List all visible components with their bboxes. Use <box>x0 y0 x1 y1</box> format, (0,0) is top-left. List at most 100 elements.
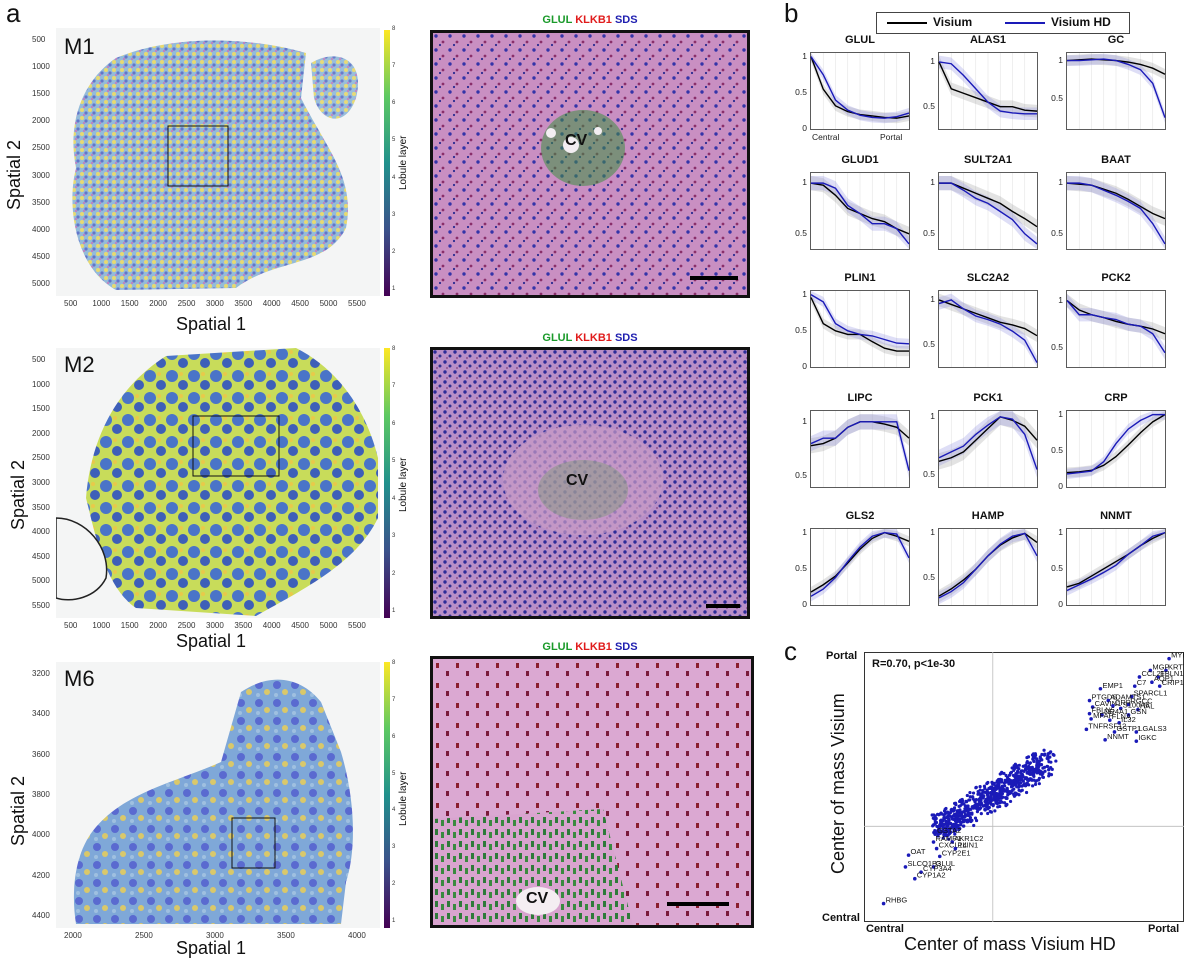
scatter-point-label: KRT7 <box>1168 662 1184 671</box>
scatter-point <box>983 803 987 807</box>
colorbar-tick: 5 <box>392 137 396 144</box>
scatter-labeled-point <box>1100 713 1104 717</box>
scatter-point <box>957 826 961 830</box>
map-xtick: 500 <box>64 299 78 308</box>
gene-ytick: 1 <box>1058 177 1063 188</box>
scatter-point <box>1041 775 1045 779</box>
scatter-point-label: PLIN1 <box>957 841 978 850</box>
scatter-point <box>955 815 959 819</box>
visium_hd-line <box>1066 413 1165 475</box>
scatter-point <box>1000 784 1004 788</box>
scatter-point <box>937 813 941 817</box>
scatter-point <box>975 809 980 814</box>
scatter-point <box>996 792 1000 796</box>
scatter-point <box>1038 755 1042 759</box>
he-legend-sds: SDS <box>614 14 638 26</box>
map-ytick: 5500 <box>32 601 50 610</box>
map-ytick: 4500 <box>32 251 50 261</box>
scatter-point <box>1002 788 1006 792</box>
scatter-point-label: FLNA <box>1112 712 1131 721</box>
scatter-point <box>1037 782 1041 786</box>
scatter-labeled-point <box>1090 705 1095 709</box>
scatter-point <box>961 824 966 828</box>
colorbar-tick: 7 <box>392 63 396 70</box>
scatter-labeled-point <box>1117 721 1121 725</box>
scatter-point <box>957 817 962 821</box>
scatter-point <box>940 822 944 826</box>
visium_hd-line <box>810 421 910 471</box>
he-legend-klkb1: KLKB1 <box>575 332 612 344</box>
gene-ytick: 0.5 <box>795 86 807 97</box>
scatter-point <box>976 789 980 794</box>
scatter-point <box>1010 779 1014 784</box>
scatter-point-label: CCL21 <box>1141 669 1164 678</box>
scatter-point <box>960 797 964 802</box>
scatter-point <box>943 826 948 830</box>
visium_hd-band <box>939 176 1037 249</box>
scatter-point-label: FBLN5 <box>1092 706 1115 715</box>
colorbar-tick: 7 <box>392 696 396 703</box>
gene-plot <box>938 290 1038 368</box>
scatter-point <box>1016 785 1021 789</box>
scatter-point-label: TNFRSF12 <box>1088 721 1126 730</box>
visium_hd-band <box>1067 411 1165 480</box>
map-xtick: 1500 <box>120 621 139 630</box>
ylabel-m1: Spatial 2 <box>4 139 24 210</box>
gene-ytick: 0.5 <box>923 227 935 238</box>
scatter-point <box>1026 766 1030 770</box>
visium_hd-band <box>939 293 1037 367</box>
scatter-point <box>1030 768 1034 772</box>
he-legend-klkb1: KLKB1 <box>575 14 612 26</box>
scatter-point <box>970 811 974 815</box>
gene-plot <box>938 52 1038 130</box>
scatter-point-label: IGKC <box>1138 733 1157 742</box>
scatter-point <box>977 799 981 803</box>
map-xtick: 4000 <box>262 621 281 630</box>
map-ytick: 3400 <box>32 709 50 719</box>
map-xtick: 3000 <box>206 621 224 630</box>
scatter-point <box>995 801 1000 806</box>
gene-plot <box>938 410 1038 488</box>
scatter-xtick-portal: Portal <box>1148 923 1180 935</box>
ylabel-m2: Spatial 2 <box>8 459 28 530</box>
scatter-point-label: GSTA2 <box>937 826 961 835</box>
scatter-point <box>1042 748 1046 752</box>
scatter-point <box>1013 775 1017 779</box>
scatter-point <box>1047 768 1051 772</box>
gene-ytick: 0 <box>802 599 807 609</box>
scatter-labeled-point <box>931 865 936 869</box>
scatter-labeled-point <box>1112 730 1117 734</box>
scatter-labeled-point <box>1156 675 1160 679</box>
scatter-point-label: CRIP1 <box>1162 678 1184 687</box>
scatter-point <box>1048 755 1052 759</box>
scatter-point <box>951 814 955 818</box>
scatter-point <box>972 823 976 828</box>
scatter-point-label: CXCL14 <box>939 841 967 850</box>
visium_hd-band <box>811 529 909 602</box>
map-xtick: 5500 <box>348 299 366 308</box>
map-ytick: 1500 <box>32 89 50 99</box>
gene-plot-svg <box>810 172 910 250</box>
scatter-point <box>1024 790 1029 795</box>
gene-plot-svg <box>938 172 1038 250</box>
scatter-point <box>952 822 956 826</box>
scatter-labeled-point <box>1134 730 1139 734</box>
scatter-point <box>1017 781 1021 785</box>
scatter-point <box>983 808 987 812</box>
tissue-map-m6 <box>56 662 380 928</box>
scatter-point <box>1023 776 1028 781</box>
scatter-point <box>974 786 978 790</box>
visium-band <box>811 176 909 241</box>
gene-ytick: 0.5 <box>923 469 935 480</box>
visium_hd-band <box>811 414 909 479</box>
scatter-labeled-point <box>1087 698 1092 703</box>
scatter-point <box>1020 788 1024 792</box>
gene-plot <box>1066 52 1166 130</box>
scatter-point <box>985 803 990 807</box>
scatter-point <box>1022 769 1026 773</box>
map-ytick: 4000 <box>32 224 50 234</box>
colorbar-tick: 8 <box>392 660 396 666</box>
tissue-map-m2 <box>56 348 380 618</box>
gene-title: GLS2 <box>845 510 875 522</box>
scatter-point <box>987 801 992 805</box>
